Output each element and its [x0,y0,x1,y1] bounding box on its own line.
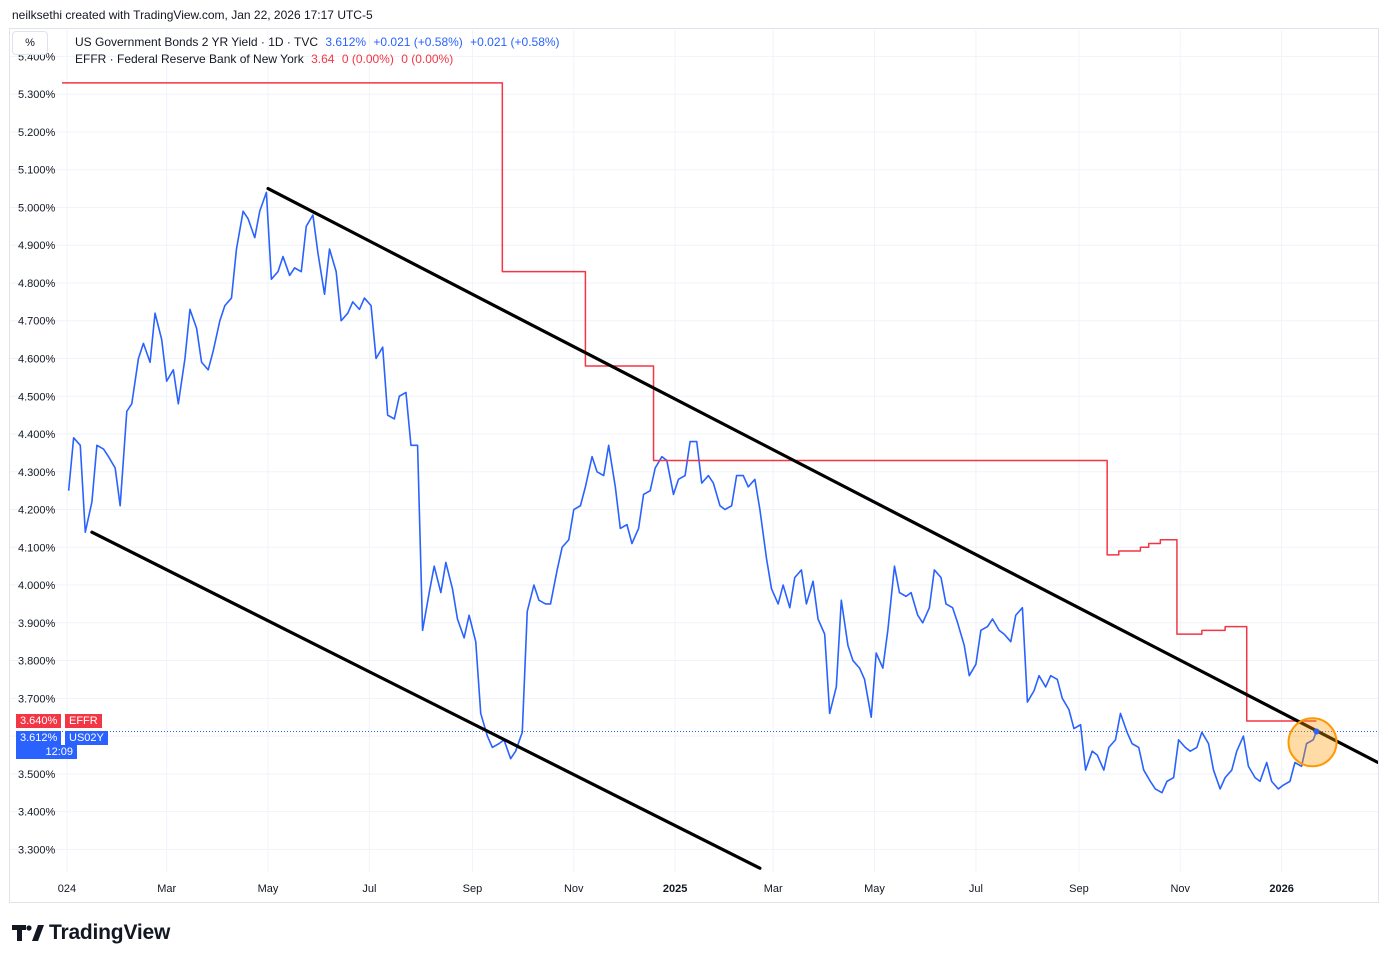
us02y-last-point-dot [1313,728,1320,735]
y-tick-label: 4.700% [18,316,56,328]
chart-area[interactable] [9,28,1379,903]
legend-series-change: 0 (0.00%) [341,52,394,66]
legend-series-value: 3.612% [325,35,367,49]
us02y-label-badge: US02Y [65,731,108,745]
effr-price-value: 3.640% [20,715,58,727]
x-tick-label: Jul [362,883,376,895]
trendline [266,186,1378,765]
trendline-drawings [90,186,1378,870]
x-tick-label: 2025 [663,883,687,895]
x-tick-label: Sep [463,883,483,895]
tradingview-logo-text: TradingView [49,921,171,944]
y-tick-label: 3.500% [18,769,56,781]
x-tick-label: Jul [969,883,983,895]
tradingview-logo-icon [12,925,44,941]
y-tick-label: 4.600% [18,353,56,365]
legend-series-value: 3.64 [311,52,335,66]
y-tick-label: 4.900% [18,240,56,252]
effr-label: EFFR [69,715,98,727]
x-tick-label: Nov [564,883,584,895]
y-tick-label: 4.200% [18,505,56,517]
effr-step-line [62,82,1317,722]
x-tick-label: 024 [58,883,76,895]
us02y-countdown: 12:09 [45,746,73,758]
legend-series-name: US Government Bonds 2 YR Yield · 1D · TV… [75,35,318,49]
us02y-yield-line [67,191,1318,794]
y-tick-label: 4.500% [18,391,56,403]
legend-effr[interactable]: EFFR · Federal Reserve Bank of New York … [75,52,457,66]
y-tick-label: 3.400% [18,807,56,819]
legend-series-name: EFFR · Federal Reserve Bank of New York [75,52,304,66]
legend-series-change: +0.021 (+0.58%) [373,35,463,49]
x-tick-label: Nov [1170,883,1190,895]
chart-attribution-header: neilksethi created with TradingView.com,… [12,8,373,22]
y-tick-label: 4.800% [18,278,56,290]
x-tick-label: 2026 [1269,883,1293,895]
trendline [90,530,762,870]
y-tick-label: 5.100% [18,165,56,177]
effr-label-badge: EFFR [65,714,102,728]
y-tick-label: 3.300% [18,844,56,856]
y-tick-label: 4.300% [18,467,56,479]
y-tick-label: 3.700% [18,693,56,705]
x-tick-label: Mar [764,883,783,895]
percent-scale-button[interactable]: % [12,31,48,55]
x-tick-label: May [258,883,279,895]
x-tick-label: Mar [157,883,176,895]
x-tick-label: Sep [1069,883,1089,895]
y-tick-label: 4.400% [18,429,56,441]
effr-price-badge: 3.640% [16,714,62,728]
tradingview-logo[interactable]: TradingView [12,921,170,945]
y-tick-label: 4.100% [18,542,56,554]
y-tick-label: 5.000% [18,202,56,214]
us02y-countdown-badge: 12:09 [16,745,77,759]
y-tick-label: 4.000% [18,580,56,592]
y-tick-label: 5.300% [18,89,56,101]
grid-lines [10,30,1378,872]
us02y-price-value: 3.612% [20,732,58,744]
legend-us02y[interactable]: US Government Bonds 2 YR Yield · 1D · TV… [75,35,564,49]
us02y-price-badge: 3.612% [16,731,62,745]
y-tick-label: 5.200% [18,127,56,139]
highlight-circle [1287,717,1338,768]
x-tick-label: May [864,883,885,895]
y-tick-label: 3.800% [18,656,56,668]
y-tick-label: 3.900% [18,618,56,630]
legend-series-change-2: +0.021 (+0.58%) [470,35,560,49]
legend-series-change-2: 0 (0.00%) [401,52,454,66]
x-axis: 024 Mar May Jul Sep Nov 2025 Mar May Jul Sep Nov 202… [58,883,1294,895]
us02y-label: US02Y [69,732,104,744]
